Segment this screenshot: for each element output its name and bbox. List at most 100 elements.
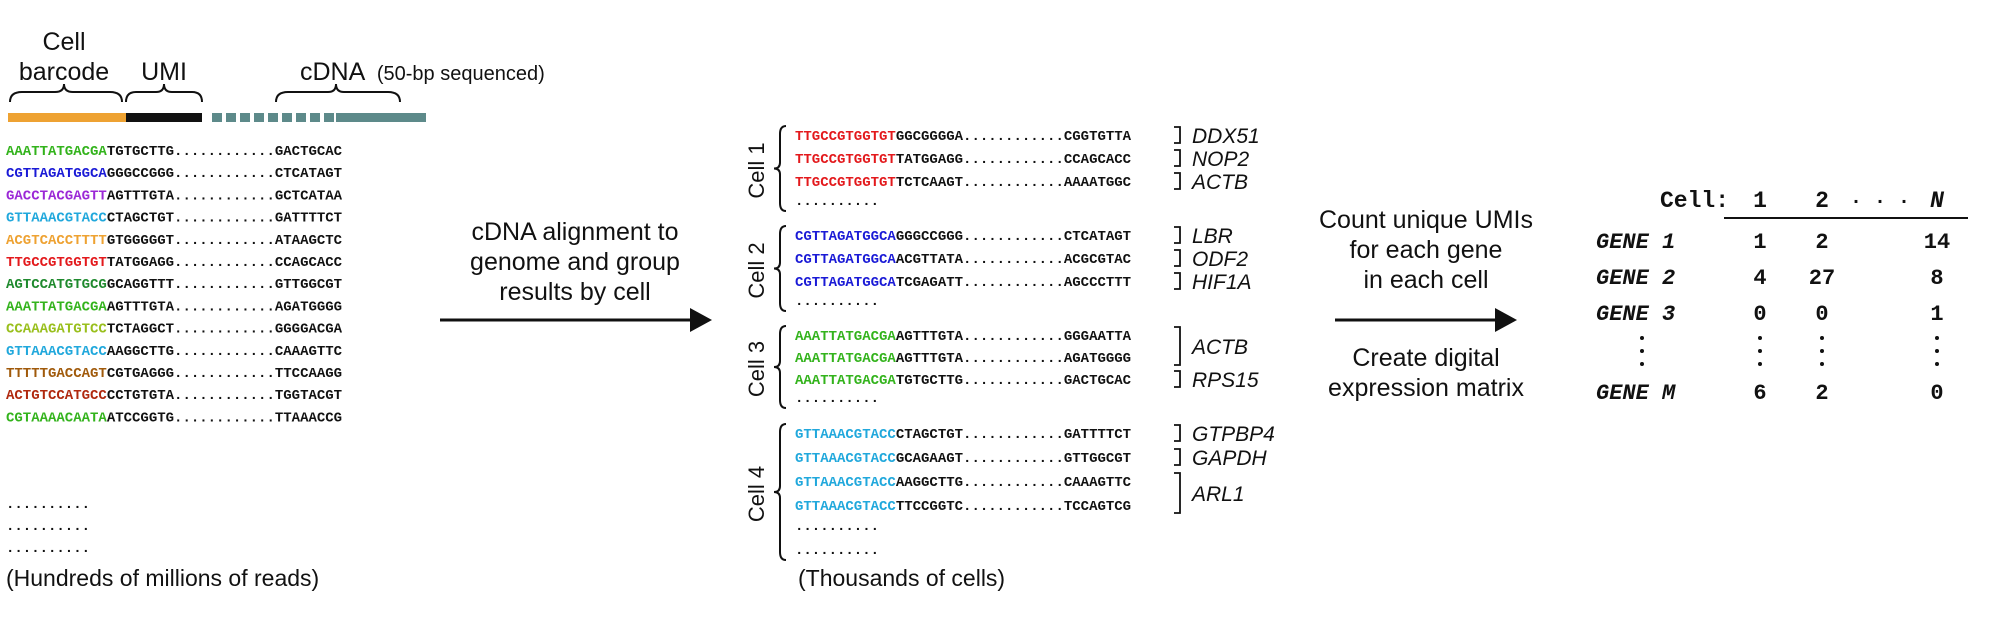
read-dots: ............ [963,499,1064,515]
read-barcode: TTTTTGACCAGT [6,366,107,382]
expression-matrix: Cell: 1 2 · · · N GENE 1 1 2 14 GENE 2 4… [1596,188,1968,406]
read-cdna: GACTGCAC [275,144,343,160]
read-cdna: GGGAATTA [1064,329,1132,345]
step2-arrow-head [1495,308,1517,332]
gene-label: GTPBP4 [1192,423,1275,446]
read-line: ACTGTCCATGCCCCTGTGTA............TGGTACGT [6,388,342,404]
read-umi: GGCGGGGA [896,129,964,145]
read-cdna: AAAATGGC [1064,175,1132,191]
read-cdna: GTTGGCGT [1064,451,1131,467]
matrix-vertical-ellipsis [1640,336,1939,366]
gene-label: DDX51 [1192,125,1260,148]
read-dots: ............ [174,188,275,204]
matrix-cell-1-1: 1 [1753,230,1766,255]
read-dots: ............ [963,252,1064,268]
read-umi: GTGGGGGT [107,233,174,249]
read-barcode: GTTAAACGTACC [795,475,896,491]
reads-caption: (Hundreds of millions of reads) [6,565,319,591]
read-barcode: CGTTAGATGGCA [795,252,896,268]
reads-ellipsis-line: .......... [6,497,90,513]
read-line: CCAAAGATGTCCTCTAGGCT............GGGGACGA [6,322,343,338]
gene-label: HIF1A [1192,271,1252,294]
read-barcode: TTGCCGTGGTGT [6,255,107,271]
matrix-cell-3-2: 0 [1815,302,1828,327]
read-barcode: TTGCCGTGGTGT [795,152,896,168]
read-line: TTGCCGTGGTGTTATGGAGG............CCAGCACC [6,255,343,271]
gene-bracket [1174,272,1181,290]
gene-bracket [1174,472,1181,514]
step1-line1: cDNA alignment to [471,218,678,246]
gene-label: RPS15 [1192,369,1259,392]
read-barcode: GTTAAACGTACC [795,427,896,443]
cell-barcode-label-line1: Cell [42,28,85,56]
read-line: GTTAAACGTACCCTAGCTGT............GATTTTCT [6,211,342,227]
cell-brace [773,125,787,212]
cell-group: Cell 4GTTAAACGTACCCTAGCTGT............GA… [744,423,1275,561]
read-umi: TCTAGGCT [107,322,174,338]
read-dots: ............ [963,329,1064,345]
read-line: AGTCCATGTGCGGCAGGTTT............GTTGGCGT [6,277,342,293]
cdna-label-main: cDNA [300,58,366,86]
read-dots: ............ [963,275,1064,291]
read-barcode: GACCTACGAGTT [6,188,107,204]
matrix-row-gene-3: GENE 3 [1596,302,1675,327]
matrix-col-2: 2 [1815,188,1829,214]
read-umi: TGTGCTTG [896,373,963,389]
read-line: CGTTAGATGGCAGGGCCGGG............CTCATAGT [6,166,342,182]
read-umi: GGGCCGGG [896,229,963,245]
gene-bracket [1174,370,1181,388]
cell-read-line: TTGCCGTGGTGTTATGGAGG............CCAGCACC [795,152,1132,168]
read-dots: ............ [174,144,275,160]
umi-brace [125,83,203,103]
read-line: GTTAAACGTACCAAGGCTTG............CAAAGTTC [6,344,343,360]
read-umi: TCGAGATT [896,275,963,291]
cell-read-ellipsis: .......... [795,543,879,559]
read-barcode: CGTAAAACAATA [6,410,107,426]
gene-label: ARL1 [1190,483,1245,506]
read-umi: TATGGAGG [896,152,963,168]
matrix-row-gene-2: GENE 2 [1596,266,1675,291]
cell-label: Cell 3 [744,341,769,397]
read-dots: ............ [963,475,1064,491]
read-barcode: CGTTAGATGGCA [6,166,107,182]
read-dots: ............ [174,344,275,360]
read-umi: CTAGCTGT [896,427,963,443]
read-barcode: TTGCCGTGGTGT [795,129,896,145]
read-umi: CTAGCTGT [107,211,174,227]
cell-read-line: CGTTAGATGGCAGGGCCGGG............CTCATAGT [795,229,1131,245]
matrix-row-gene-1: GENE 1 [1596,230,1675,255]
read-cdna: CGGTGTTA [1064,129,1132,145]
cell-label: Cell 1 [744,142,769,198]
matrix-col-ellipsis: · · · [1850,191,1910,214]
cell-read-line: AAATTATGACGAAGTTTGTA............AGATGGGG [795,351,1131,367]
step2-line1: Count unique UMIs [1319,206,1533,234]
step2-line4: Create digital [1352,344,1499,372]
matrix-cell-1-2: 2 [1815,230,1828,255]
cell-read-ellipsis: .......... [795,194,879,210]
cell-label: Cell 2 [744,242,769,298]
cell-read-ellipsis: .......... [795,391,879,407]
read-umi: AGTTTGTA [896,329,964,345]
read-umi: AGTTTGTA [107,188,175,204]
read-barcode: CGTTAGATGGCA [795,275,896,291]
read-dots: ............ [963,175,1064,191]
read-umi: AGTTTGTA [107,299,175,315]
read-line: AAATTATGACGAAGTTTGTA............AGATGGGG [6,299,342,315]
cell-group: Cell 1 TTGCCGTGGTGTGGCGGGGA............ CG… [744,125,1260,212]
cell-group: Cell 2 CGTTAGATGGCAGGGCCGGG............CT… [744,225,1252,312]
step1: cDNA alignment to genome and group resul… [440,218,712,332]
step2-line5: expression matrix [1328,374,1524,402]
read-barcode: CCAAAGATGTCC [6,322,107,338]
read-dots: ............ [174,388,275,404]
read-dots: ............ [174,255,275,271]
read-dots: ............ [963,451,1064,467]
cell-read-ellipsis: .......... [795,294,879,310]
step2-line3: in each cell [1363,266,1488,294]
gene-bracket [1174,249,1181,267]
read-cdna: CAAAGTTC [275,344,343,360]
read-line: ACGTCACCTTTTGTGGGGGT............ATAAGCTC [6,233,343,249]
cell-barcode-label-line2: barcode [19,58,109,86]
gene-label: ACTB [1190,171,1248,194]
read-cdna: AGCCCTTT [1064,275,1131,291]
